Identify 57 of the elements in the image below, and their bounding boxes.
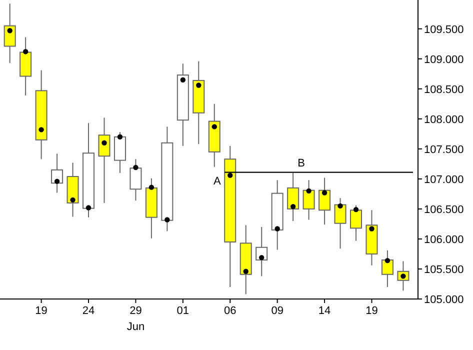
x-tick-label: 29 [130, 305, 142, 317]
x-axis-title: Jun [126, 321, 145, 333]
candlestick [98, 117, 110, 204]
candlestick [334, 198, 346, 250]
candlestick [381, 250, 394, 288]
point [369, 226, 374, 232]
point [243, 268, 248, 274]
candlestick [114, 132, 126, 174]
y-tick-label: 105.500 [424, 264, 464, 276]
point [133, 164, 138, 170]
y-tick-label: 109.500 [424, 24, 464, 36]
point [164, 217, 170, 222]
y-tick-label: 106.000 [424, 234, 464, 246]
x-tick-label: 01 [176, 305, 190, 317]
point [102, 140, 107, 146]
point [353, 206, 359, 212]
point [258, 254, 264, 260]
x-tick-label: 06 [224, 305, 236, 317]
point [148, 184, 154, 190]
annotation: A [213, 175, 222, 188]
point [86, 205, 92, 210]
y-tick-label: 106.500 [424, 204, 464, 216]
point [228, 172, 233, 178]
candlestick [350, 204, 362, 242]
point [290, 204, 296, 210]
candlestick [287, 172, 300, 222]
candlestick [302, 180, 315, 220]
x-tick-label: 19 [366, 305, 378, 317]
point [70, 197, 76, 203]
point [22, 49, 28, 54]
y-tick-label: 109.000 [424, 54, 464, 66]
x-tick-label: 09 [271, 305, 284, 317]
point [384, 258, 390, 264]
y-tick-label: 107.000 [424, 174, 464, 186]
point [180, 77, 186, 82]
candlestick [4, 3, 16, 64]
point [38, 127, 44, 132]
y-tick-label: 107.500 [424, 144, 464, 156]
point [306, 188, 312, 194]
point [117, 134, 123, 140]
candlestick [130, 158, 142, 202]
x-tick-label: 19 [35, 305, 48, 317]
point [7, 28, 12, 34]
x-tick-label: 14 [318, 305, 331, 317]
point [196, 82, 202, 88]
x-tick-label: 24 [82, 305, 95, 317]
point [338, 203, 343, 209]
ref-line-label: B [298, 157, 305, 170]
y-tick-label: 108.000 [424, 114, 464, 126]
point [54, 178, 60, 184]
y-tick-label: 108.500 [424, 84, 464, 96]
point [212, 124, 217, 130]
candlestick [318, 177, 331, 226]
point [322, 190, 328, 196]
y-tick-label: 105.000 [424, 294, 464, 306]
point [274, 226, 280, 232]
candlestick [51, 153, 64, 194]
